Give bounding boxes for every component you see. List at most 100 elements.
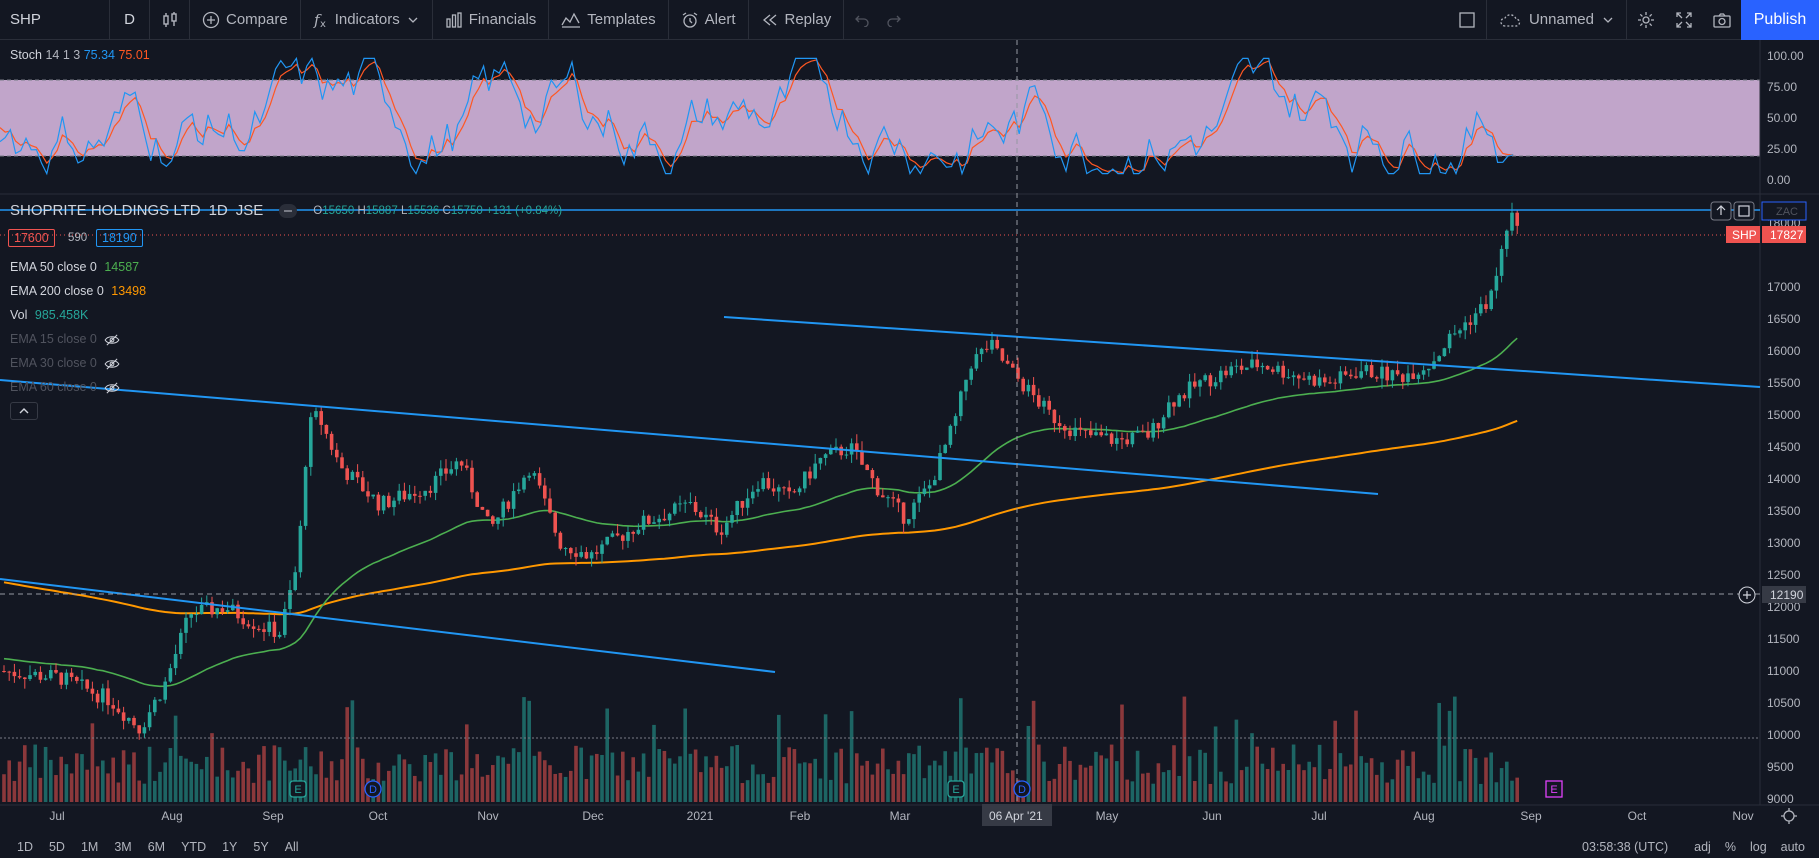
log-button[interactable]: log (1749, 840, 1767, 854)
indicator-legend-item[interactable]: Vol 985.458K (10, 308, 88, 322)
indicator-legend-item[interactable]: EMA 30 close 0 (10, 356, 121, 370)
range-button[interactable]: 3M (114, 840, 132, 854)
ask-price-box[interactable]: 18190 (96, 229, 143, 247)
range-button[interactable]: All (284, 840, 299, 854)
volume-bar (329, 761, 334, 802)
range-button[interactable]: YTD (181, 840, 207, 854)
volume-bar (116, 782, 121, 802)
candle (309, 412, 313, 476)
indicator-legend-item[interactable]: EMA 50 close 0 14587 (10, 260, 139, 274)
snapshot-button[interactable] (1703, 0, 1741, 40)
eye-off-icon[interactable] (103, 382, 121, 394)
event-marker[interactable]: E (947, 780, 965, 798)
candle-body (979, 348, 984, 355)
event-marker[interactable]: E (289, 780, 307, 798)
candle (912, 499, 916, 529)
candle-body (865, 464, 869, 471)
add-price-button[interactable] (1738, 586, 1756, 604)
range-button[interactable]: 5Y (253, 840, 269, 854)
volume-bar (1515, 777, 1519, 802)
volume-bar (1042, 761, 1046, 802)
alert-button[interactable]: Alert (669, 0, 749, 40)
time-axis-label: Sep (262, 809, 284, 823)
range-button[interactable]: 1D (17, 840, 33, 854)
candle-body (1463, 322, 1467, 331)
volume-bar (569, 770, 573, 802)
candle (413, 485, 417, 503)
candle (751, 485, 755, 504)
interval-button[interactable]: D (110, 0, 150, 40)
stoch-axis-label: 50.00 (1767, 111, 1797, 125)
candle-body (933, 480, 937, 486)
redo-icon[interactable] (886, 13, 902, 27)
fullscreen-button[interactable] (1665, 0, 1703, 40)
volume-bar (1156, 763, 1161, 802)
candle-body (849, 443, 854, 455)
symbol-search-button[interactable]: SHP (0, 0, 110, 40)
bid-price-box[interactable]: 17600 (8, 229, 55, 247)
candle-body (1151, 422, 1155, 438)
event-marker[interactable]: D (1013, 780, 1031, 798)
event-marker[interactable]: E (1545, 780, 1563, 798)
range-button[interactable]: 1Y (222, 840, 238, 854)
candle (683, 499, 687, 513)
range-button[interactable]: 5D (48, 840, 65, 854)
volume-bar (1281, 763, 1285, 802)
volume-bar (1416, 778, 1421, 802)
financials-button[interactable]: Financials (433, 0, 550, 40)
indicator-legend-item[interactable]: EMA 60 close 0 (10, 380, 121, 394)
candle-body (881, 495, 885, 498)
candle-body (829, 448, 833, 455)
collapse-legend-button[interactable] (10, 402, 38, 420)
volume-bar (1473, 757, 1478, 802)
candle-body (725, 522, 729, 535)
price-axis-label: 15500 (1767, 376, 1801, 390)
templates-button[interactable]: Templates (549, 0, 669, 40)
candle-body (1333, 382, 1337, 384)
candle-body (387, 495, 391, 508)
candle (907, 518, 911, 526)
candle (818, 457, 823, 470)
chart-settings-icon[interactable] (1781, 808, 1797, 824)
indicator-legend-item[interactable]: EMA 200 close 0 13498 (10, 284, 146, 298)
layout-menu-button[interactable]: Unnamed (1485, 0, 1627, 40)
publish-button[interactable]: Publish (1741, 0, 1819, 40)
volume-bar (1057, 764, 1062, 802)
candle-body (1172, 402, 1176, 407)
range-button[interactable]: 1M (80, 840, 99, 854)
candle (1146, 421, 1150, 440)
bottom-right-controls: 03:58:38 (UTC) adj % log auto (1582, 836, 1819, 858)
percent-button[interactable]: % (1724, 840, 1736, 854)
fullscreen-toggle-button[interactable] (1448, 0, 1486, 40)
candle-body (283, 608, 287, 635)
candle-body (558, 532, 563, 549)
symbol-title[interactable]: SHOPRITE HOLDINGS LTD (10, 202, 201, 219)
auto-button[interactable]: auto (1780, 840, 1805, 854)
event-marker[interactable]: D (364, 780, 382, 798)
chart-style-button[interactable] (150, 0, 190, 40)
volume-bar (501, 757, 505, 802)
candle (1052, 409, 1057, 433)
candle (740, 500, 745, 516)
candle-body (1213, 382, 1218, 387)
settings-button[interactable] (1627, 0, 1665, 40)
candle-body (491, 516, 495, 524)
candle (189, 613, 193, 628)
candle-body (740, 501, 745, 508)
range-button[interactable]: 6M (147, 840, 166, 854)
undo-icon[interactable] (854, 13, 870, 27)
line-tools[interactable]: ZAC (1710, 201, 1807, 221)
compare-button[interactable]: Compare (190, 0, 301, 40)
eye-off-icon[interactable] (103, 334, 121, 346)
volume-bar (402, 759, 407, 802)
volume-bar (355, 747, 360, 802)
candle-body (241, 618, 245, 625)
adj-button[interactable]: adj (1694, 840, 1711, 854)
replay-button[interactable]: Replay (749, 0, 845, 40)
eye-off-icon[interactable] (103, 358, 121, 370)
candle-body (548, 498, 552, 513)
candle-body (288, 590, 292, 609)
indicator-legend-item[interactable]: EMA 15 close 0 (10, 332, 121, 346)
